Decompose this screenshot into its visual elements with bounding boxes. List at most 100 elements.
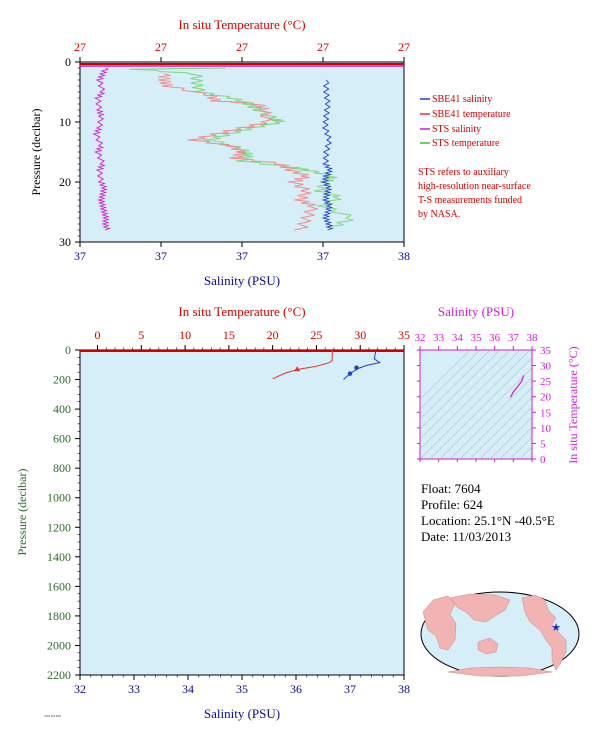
tick-label: 15	[540, 407, 552, 419]
lower-pressure-ticks: 0 200 400 600 800 1000 1200 1400 1600 1800 2000 220…	[47, 343, 80, 682]
tick-label: 37	[74, 249, 86, 263]
ts-salinity-ticks: 32 33 34 35 36 37 38	[415, 332, 539, 462]
tick-label: 32	[415, 332, 426, 344]
lower-bottom-axis-title: Salinity (PSU)	[204, 706, 280, 721]
tick-label: 0	[65, 343, 71, 357]
tick-label: 1800	[47, 609, 71, 623]
ts-plot-area	[419, 349, 533, 460]
tick-label: 400	[53, 402, 71, 416]
density-contour	[449, 377, 532, 459]
footer-note: 7604 624 RIO	[44, 714, 62, 718]
tick-label: 20	[540, 392, 552, 404]
series-line	[92, 67, 112, 231]
tick-label: 37	[236, 249, 248, 263]
density-contour	[459, 387, 532, 459]
tick-label: 27	[74, 40, 86, 54]
tick-label: 35	[398, 328, 410, 342]
lower-y-axis-title: Pressure (decibar)	[15, 469, 29, 556]
profile-number: Profile: 624	[421, 497, 483, 512]
tick-label: 0	[65, 55, 71, 69]
density-contour	[469, 397, 532, 459]
tick-label: 1200	[47, 520, 71, 534]
density-contour	[420, 350, 481, 410]
tick-label: 35	[236, 682, 248, 696]
float-info: Float: 7604 Profile: 624 Location: 25.1°…	[421, 481, 555, 544]
sts-note-line: STS refers to auxiliary	[418, 167, 509, 178]
float-id: Float: 7604	[421, 481, 481, 496]
upper-pressure-ticks: 0 10 20 30	[59, 55, 80, 249]
tick-label: 0	[95, 328, 101, 342]
tick-label: 35	[540, 345, 552, 357]
tick-label: 34	[452, 332, 464, 344]
tick-label: 200	[53, 373, 71, 387]
tick-label: 27	[398, 40, 410, 54]
series-line	[320, 79, 334, 231]
density-contour	[420, 350, 501, 430]
world-map: ★	[420, 591, 580, 677]
ts-right-axis-title: In situ Temperature (°C)	[566, 346, 580, 463]
sts-note-line: high-resolution near-surface	[418, 181, 531, 192]
upper-panel: In situ Temperature (°C) 27 27 27 27 27 37 37…	[29, 17, 410, 288]
ts-diagram: Salinity (PSU) In situ Temperature (°C) …	[415, 304, 581, 466]
density-contour	[499, 426, 532, 459]
tick-label: 27	[155, 40, 167, 54]
density-contour	[420, 350, 511, 440]
upper-series	[92, 67, 354, 231]
tick-label: 37	[155, 249, 167, 263]
tick-label: 30	[59, 235, 71, 249]
tick-label: 0	[540, 454, 546, 466]
upper-bottom-axis-title: Salinity (PSU)	[204, 273, 280, 288]
tick-label: 1600	[47, 579, 71, 593]
tick-label: 15	[223, 328, 235, 342]
tick-label: 1000	[47, 491, 71, 505]
tick-label: 20	[267, 328, 279, 342]
tick-label: 33	[128, 682, 140, 696]
legend-label: STS salinity	[432, 124, 481, 135]
density-contour	[429, 357, 532, 459]
tick-label: 35	[471, 332, 483, 344]
star-icon: ★	[551, 622, 561, 634]
density-contour	[509, 436, 532, 459]
legend-entry: SBE41 temperature	[420, 109, 511, 120]
tick-label: 30	[540, 361, 552, 373]
tick-label: 33	[433, 332, 445, 344]
lower-plot-area	[79, 349, 405, 676]
tick-label: 5	[138, 328, 144, 342]
density-contour	[519, 446, 532, 459]
density-contour	[489, 416, 532, 459]
salinity-marker	[347, 371, 353, 376]
lower-salinity-ticks: 32 33 34 35 36 37 38	[74, 675, 410, 696]
tick-label: 600	[53, 432, 71, 446]
tick-label: 27	[236, 40, 248, 54]
map-land-africa	[422, 595, 457, 651]
legend-entry: STS salinity	[420, 124, 481, 135]
temperature-profile-line	[272, 350, 333, 380]
tick-label: 37	[508, 332, 520, 344]
tick-label: 30	[354, 328, 366, 342]
ts-curve	[509, 375, 525, 398]
tick-label: 5	[540, 438, 546, 450]
density-contour	[420, 350, 521, 450]
legend: SBE41 salinity SBE41 temperature STS sal…	[418, 94, 531, 220]
tick-label: 20	[59, 175, 71, 189]
sts-note-line: by NASA.	[418, 209, 460, 220]
tick-label: 32	[74, 682, 86, 696]
tick-label: 38	[527, 332, 539, 344]
ts-density-contours	[420, 350, 532, 459]
salinity-marker	[354, 365, 359, 370]
density-contour	[420, 350, 531, 459]
tick-label: 10	[179, 328, 191, 342]
legend-label: SBE41 salinity	[432, 94, 492, 105]
map-land-asia	[449, 593, 511, 623]
date: Date: 11/03/2013	[421, 529, 511, 544]
upper-y-axis-title: Pressure (decibar)	[29, 109, 43, 196]
tick-label: 10	[540, 423, 552, 435]
tick-label: 25	[310, 328, 322, 342]
density-contour	[420, 350, 471, 400]
map-land-americas	[521, 594, 567, 671]
lower-panel: In situ Temperature (°C) 0 5 10 15 20 25 30 35 …	[15, 304, 410, 721]
density-contour	[439, 367, 532, 459]
density-contour	[420, 350, 491, 420]
tick-label: 38	[398, 682, 410, 696]
